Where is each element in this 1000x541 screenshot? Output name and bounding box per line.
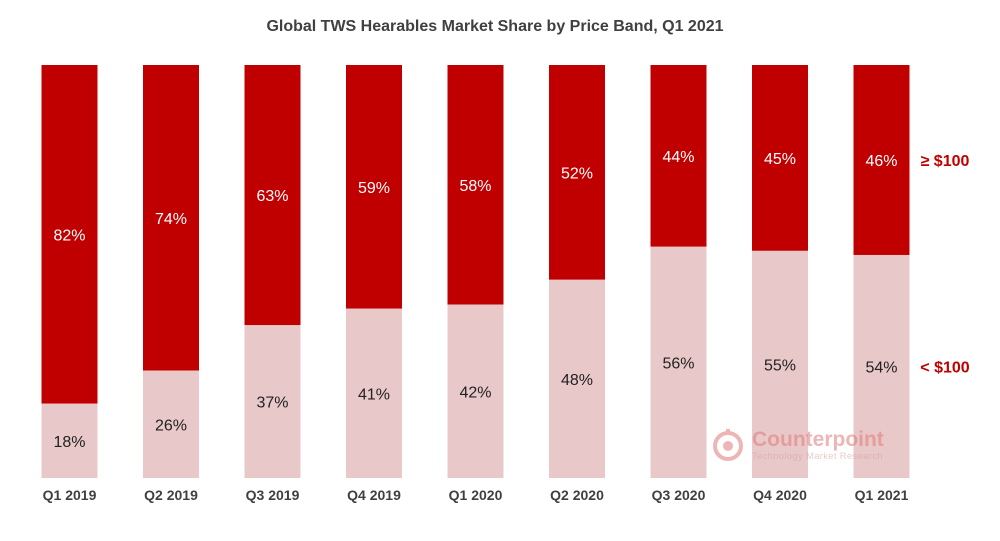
watermark-tagline: Technology Market Research [752,451,883,462]
bar-lower-q3-2019 [244,325,301,478]
data-label-upper-q4-2019: 59% [358,180,390,197]
bar-lower-q1-2019 [41,403,98,478]
category-labels-group: Q1 2019 Q2 2019 Q3 2019 Q4 2019 Q1 2020 Q2 20… [43,487,909,503]
bar-upper-q1-2021 [853,65,910,255]
bar-upper-q1-2019 [41,65,98,404]
bar-upper-q4-2020 [752,65,808,251]
data-label-upper-q3-2020: 44% [662,149,694,166]
bar-lower-q1-2020 [447,304,504,478]
bar-upper-q2-2019 [143,65,199,371]
category-label-q4-2019: Q4 2019 [347,487,401,503]
bar-upper-q1-2020 [447,65,504,305]
counterpoint-logo-icon [713,429,743,461]
data-label-lower-q3-2020: 56% [662,355,694,372]
data-label-lower-q1-2020: 42% [459,384,491,401]
data-label-lower-q2-2019: 26% [155,417,187,434]
data-label-upper-q3-2019: 63% [256,188,288,205]
data-label-upper-q1-2019: 82% [53,227,85,244]
bar-lower-q4-2019 [346,308,402,478]
bar-lower-q1-2021 [853,254,910,478]
data-label-upper-q4-2020: 45% [764,151,796,168]
bar-upper-q3-2019 [244,65,301,326]
data-label-upper-q1-2021: 46% [865,153,897,170]
legend-label-lower: < $100 [920,359,969,376]
data-label-upper-q2-2020: 52% [561,165,593,182]
data-label-lower-q3-2019: 37% [256,395,288,412]
bar-lower-q2-2019 [143,370,199,478]
data-label-upper-q2-2019: 74% [155,211,187,228]
data-label-upper-q1-2020: 58% [459,178,491,195]
category-label-q4-2020: Q4 2020 [753,487,807,503]
chart-title: Global TWS Hearables Market Share by Pri… [266,18,724,35]
category-label-q1-2021: Q1 2021 [855,487,909,503]
category-label-q3-2020: Q3 2020 [652,487,706,503]
data-label-lower-q2-2020: 48% [561,372,593,389]
bars-group [41,65,910,478]
bar-lower-q4-2020 [752,250,808,478]
data-label-lower-q4-2020: 55% [764,357,796,374]
category-label-q1-2020: Q1 2020 [449,487,503,503]
category-label-q2-2020: Q2 2020 [550,487,604,503]
category-label-q3-2019: Q3 2019 [246,487,300,503]
data-label-lower-q1-2019: 18% [53,434,85,451]
bar-lower-q2-2020 [549,279,605,478]
data-label-lower-q1-2021: 54% [865,359,897,376]
bar-upper-q4-2019 [346,65,402,309]
legend-label-upper: ≥ $100 [921,153,970,170]
bar-upper-q3-2020 [650,65,707,247]
category-label-q2-2019: Q2 2019 [144,487,198,503]
data-labels-group: 82% 18% 74% 26% 63% 37% 59% 41% 58% 42% 52% 48% 44% 5… [53,149,897,451]
data-label-lower-q4-2019: 41% [358,386,390,403]
legend: ≥ $100 < $100 [920,153,969,376]
bar-upper-q2-2020 [549,65,605,280]
watermark-name: Counterpoint [752,428,884,451]
category-label-q1-2019: Q1 2019 [43,487,97,503]
bar-lower-q3-2020 [650,246,707,478]
